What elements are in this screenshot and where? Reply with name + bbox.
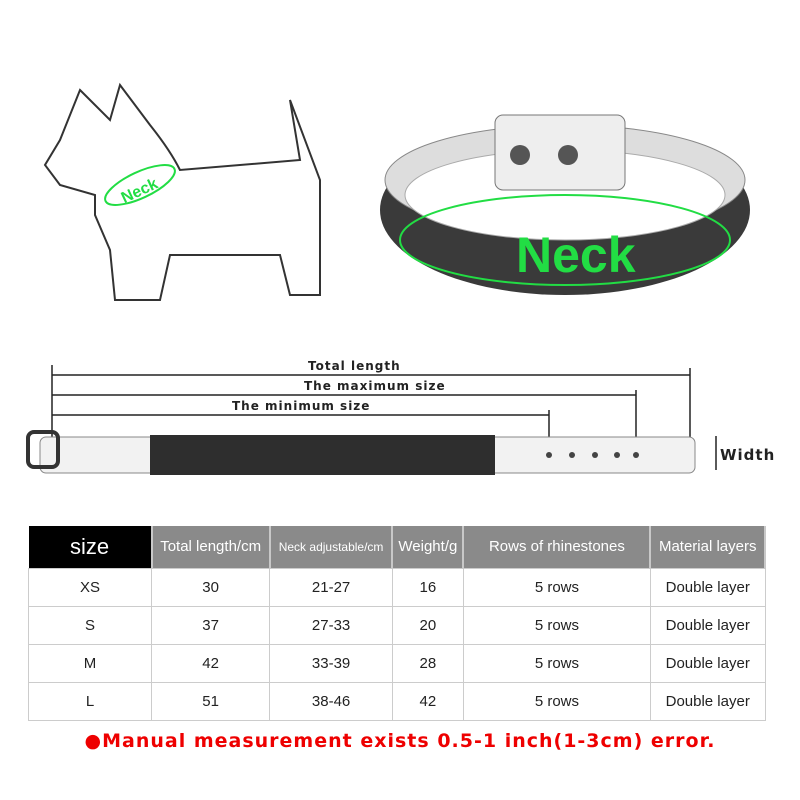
cell: M	[28, 644, 152, 683]
cell: 42	[150, 644, 271, 683]
cell: 42	[391, 682, 464, 721]
cell: 5 rows	[462, 606, 651, 645]
cell: Double layer	[649, 568, 766, 607]
maximum-size-label: The maximum size	[304, 379, 446, 393]
dog-neck-label: Neck	[119, 175, 161, 207]
header-material: Material layers	[650, 526, 766, 569]
cell: Double layer	[649, 682, 766, 721]
cell: L	[28, 682, 152, 721]
header-total-length: Total length/cm	[151, 526, 271, 569]
measurement-note: ●Manual measurement exists 0.5-1 inch(1-…	[84, 730, 716, 752]
cell: 38-46	[269, 682, 393, 721]
collar-neck-label: Neck	[516, 227, 636, 283]
table-row: S 37 27-33 20 5 rows Double layer	[28, 606, 766, 645]
cell: 16	[391, 568, 464, 607]
dog-outline-icon	[43, 82, 321, 301]
cell: 27-33	[269, 606, 393, 645]
illustrations: Neck Neck	[26, 82, 750, 475]
table-row: XS 30 21-27 16 5 rows Double layer	[28, 568, 766, 607]
cell: 21-27	[269, 568, 393, 607]
header-weight: Weight/g	[392, 526, 465, 569]
total-length-label: Total length	[308, 359, 401, 373]
cell: 28	[391, 644, 464, 683]
cell: 20	[391, 606, 464, 645]
minimum-size-label: The minimum size	[232, 399, 371, 413]
cell: Double layer	[649, 606, 766, 645]
header-rows: Rows of rhinestones	[463, 526, 652, 569]
header-size: size	[28, 526, 153, 569]
cell: 5 rows	[462, 682, 651, 721]
cell: 5 rows	[462, 644, 651, 683]
table-header-row: size Total length/cm Neck adjustable/cm …	[28, 526, 766, 569]
cell: 5 rows	[462, 568, 651, 607]
collar-strap-image	[26, 430, 696, 475]
cell: 33-39	[269, 644, 393, 683]
cell: 30	[150, 568, 271, 607]
cell: 37	[150, 606, 271, 645]
header-neck-adjustable: Neck adjustable/cm	[269, 526, 394, 569]
cell: 51	[150, 682, 271, 721]
cell: Double layer	[649, 644, 766, 683]
table-row: M 42 33-39 28 5 rows Double layer	[28, 644, 766, 683]
collar-image	[380, 114, 750, 295]
table-row: L 51 38-46 42 5 rows Double layer	[28, 682, 766, 721]
size-table: size Total length/cm Neck adjustable/cm …	[28, 526, 766, 721]
cell: S	[28, 606, 152, 645]
cell: XS	[28, 568, 152, 607]
width-label: Width	[720, 446, 776, 464]
dog-neck-ellipse	[104, 164, 176, 206]
